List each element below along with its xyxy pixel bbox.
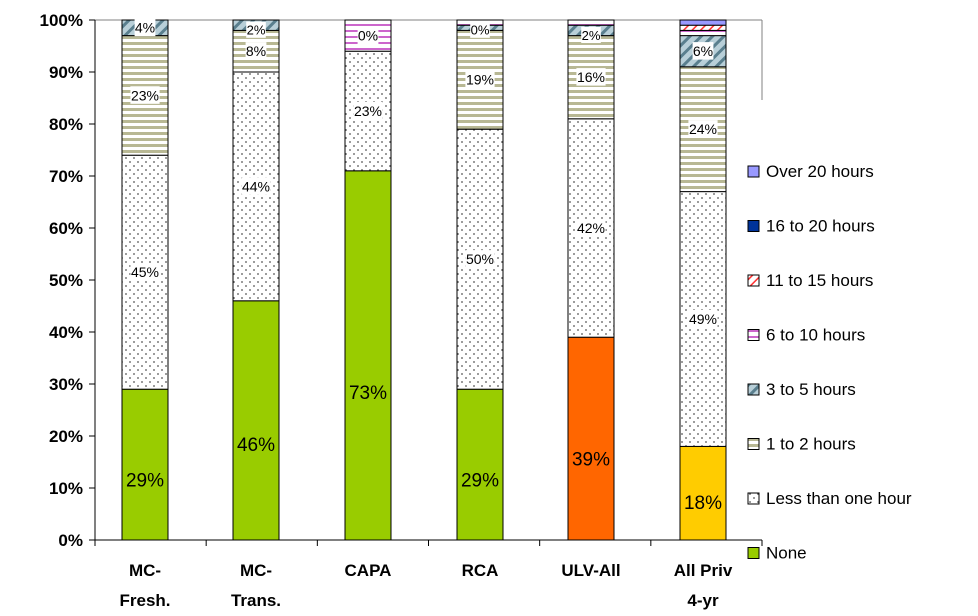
- bar-rca-none: [456, 388, 504, 541]
- segment-label-mc-fresh-3-to-5-hours: 4%: [135, 20, 155, 36]
- bar-ulv-all-none: [567, 336, 615, 541]
- segment-label-bg-mc-trans-less-than-one-hour: [241, 177, 271, 195]
- x-tick-label-rca: RCA: [462, 561, 499, 580]
- segment-label-ulv-all-3-to-5-hours: 2%: [582, 28, 601, 43]
- segment-label-mc-trans-none: 46%: [237, 435, 275, 456]
- segment-label-mc-trans-3-to-5-hours: 2%: [247, 23, 266, 38]
- segment-label-bg-ulv-all-3-to-5-hours: [581, 26, 601, 43]
- segment-label-rca-none: 29%: [461, 470, 499, 491]
- segment-label-bg-capa-less-than-one-hour: [353, 101, 383, 120]
- legend-swatch-11-to-15-hours: [747, 274, 760, 287]
- legend-label-1-to-2-hours: 1 to 2 hours: [766, 435, 856, 454]
- legend-item-none: None: [747, 544, 807, 563]
- legend-label-16-to-20-hours: 16 to 20 hours: [766, 217, 875, 236]
- segment-label-ulv-all-1-to-2-hours: 16%: [577, 69, 605, 85]
- segment-label-all-priv-4-yr-none: 18%: [684, 493, 722, 514]
- bar-all-priv-4-yr-11-to-15-hours: [679, 24, 727, 31]
- legend-item-over-20-hours: Over 20 hours: [747, 162, 874, 181]
- bar-mc-fresh-none: [121, 388, 169, 541]
- segment-label-capa-less-than-one-hour: 23%: [354, 103, 382, 119]
- segment-label-bg-all-priv-4-yr-less-than-one-hour: [688, 309, 718, 328]
- y-tick-label: 100%: [40, 11, 83, 30]
- legend-swatch-none: [747, 547, 760, 559]
- segment-label-rca-1-to-2-hours: 19%: [466, 72, 494, 88]
- legend-label-over-20-hours: Over 20 hours: [766, 162, 874, 181]
- legend-swatch-less-than-one-hour: [747, 492, 760, 505]
- x-tick-label-ulv-all: ULV-All: [561, 561, 620, 580]
- segment-label-bg-ulv-all-less-than-one-hour: [576, 218, 606, 237]
- y-tick-label: 30%: [49, 375, 83, 394]
- plot-area: 29% 45% 23% 4% 46% 44% 8% 2% 73% 23% 0% 29% 50% 19% 0%…: [95, 18, 763, 541]
- segment-label-bg-rca-less-than-one-hour: [465, 250, 495, 268]
- segment-label-mc-trans-less-than-one-hour: 44%: [242, 178, 270, 194]
- x-tick-label-mc-fresh: MC-Fresh.: [119, 561, 170, 610]
- segment-label-ulv-all-none: 39%: [572, 450, 610, 471]
- segment-label-bg-rca-6-to-10-hours: [470, 21, 490, 38]
- segment-label-mc-fresh-none: 29%: [126, 470, 164, 491]
- segment-label-bg-capa-6-to-10-hours: [357, 26, 379, 44]
- y-tick-label: 60%: [49, 219, 83, 238]
- segment-label-all-priv-4-yr-3-to-5-hours: 6%: [693, 43, 713, 59]
- legend-label-3-to-5-hours: 3 to 5 hours: [766, 380, 856, 399]
- segment-label-bg-mc-fresh-less-than-one-hour: [130, 263, 160, 281]
- legend-swatch-3-to-5-hours: [747, 383, 760, 396]
- legend-swatch-16-to-20-hours: [747, 220, 760, 232]
- segment-label-all-priv-4-yr-less-than-one-hour: 49%: [689, 311, 717, 327]
- legend-label-11-to-15-hours: 11 to 15 hours: [766, 271, 873, 290]
- segment-label-bg-mc-fresh-3-to-5-hours: [134, 18, 156, 37]
- bar-all-priv-4-yr-less-than-one-hour: [679, 191, 727, 447]
- x-axis: MC-Fresh. MC-Trans. CAPA RCA ULV-All All Priv…: [94, 539, 763, 610]
- legend-item-16-to-20-hours: 16 to 20 hours: [747, 217, 875, 236]
- y-axis: 0% 10% 20% 30% 40% 50% 60% 70% 80% 90% 100%: [40, 11, 96, 550]
- legend-swatch-over-20-hours: [747, 165, 760, 178]
- legend-swatch-1-to-2-hours: [747, 438, 760, 450]
- segment-label-bg-rca-1-to-2-hours: [465, 70, 495, 89]
- y-tick-label: 50%: [49, 271, 83, 290]
- bar-all-priv-4-yr-over-20-hours: [679, 19, 727, 26]
- segment-label-all-priv-4-yr-1-to-2-hours: 24%: [689, 121, 717, 137]
- segment-label-ulv-all-less-than-one-hour: 42%: [577, 220, 605, 236]
- y-tick-label: 10%: [49, 479, 83, 498]
- segment-label-bg-all-priv-4-yr-3-to-5-hours: [692, 42, 714, 60]
- y-tick-label: 40%: [49, 323, 83, 342]
- bar-mc-trans-none: [232, 300, 280, 541]
- segment-label-bg-mc-trans-1-to-2-hours: [245, 42, 267, 60]
- segment-label-mc-fresh-1-to-2-hours: 23%: [131, 87, 159, 103]
- legend-item-11-to-15-hours: 11 to 15 hours: [747, 271, 873, 290]
- legend-label-6-to-10-hours: 6 to 10 hours: [766, 326, 865, 345]
- segment-label-bg-mc-trans-3-to-5-hours: [246, 21, 266, 38]
- segment-label-rca-less-than-one-hour: 50%: [466, 251, 494, 267]
- segment-label-bg-mc-fresh-1-to-2-hours: [130, 86, 160, 104]
- segment-label-mc-fresh-less-than-one-hour: 45%: [131, 264, 159, 280]
- legend-item-6-to-10-hours: 6 to 10 hours: [747, 326, 865, 345]
- segment-label-capa-6-to-10-hours: 0%: [358, 28, 378, 44]
- segment-label-bg-ulv-all-1-to-2-hours: [576, 68, 606, 86]
- segment-label-mc-trans-1-to-2-hours: 8%: [246, 43, 266, 59]
- legend-label-less-than-one-hour: Less than one hour: [766, 489, 912, 508]
- x-tick-label-all-priv-4-yr: All Priv 4-yr: [674, 561, 733, 610]
- y-tick-label: 70%: [49, 167, 83, 186]
- legend-label-none: None: [766, 544, 807, 563]
- segment-label-capa-none: 73%: [349, 383, 387, 404]
- legend: Over 20 hours 16 to 20 hours 11 to 15 hour…: [747, 162, 912, 563]
- segment-label-rca-6-to-10-hours: 0%: [471, 23, 490, 38]
- bar-ulv-all-6-to-10-hours: [567, 19, 615, 26]
- legend-item-1-to-2-hours: 1 to 2 hours: [747, 435, 856, 454]
- segment-label-bg-all-priv-4-yr-1-to-2-hours: [688, 120, 718, 138]
- legend-item-less-than-one-hour: Less than one hour: [747, 489, 912, 508]
- bar-all-priv-4-yr-6-to-10-hours: [679, 29, 727, 37]
- y-tick-label: 0%: [58, 531, 83, 550]
- x-tick-label-mc-trans: MC-Trans.: [231, 561, 281, 610]
- bar-capa-none: [344, 170, 392, 541]
- legend-swatch-6-to-10-hours: [747, 329, 760, 341]
- x-tick-label-capa: CAPA: [345, 561, 392, 580]
- legend-item-3-to-5-hours: 3 to 5 hours: [747, 380, 856, 399]
- y-tick-label: 20%: [49, 427, 83, 446]
- y-tick-label: 90%: [49, 63, 83, 82]
- y-tick-label: 80%: [49, 115, 83, 134]
